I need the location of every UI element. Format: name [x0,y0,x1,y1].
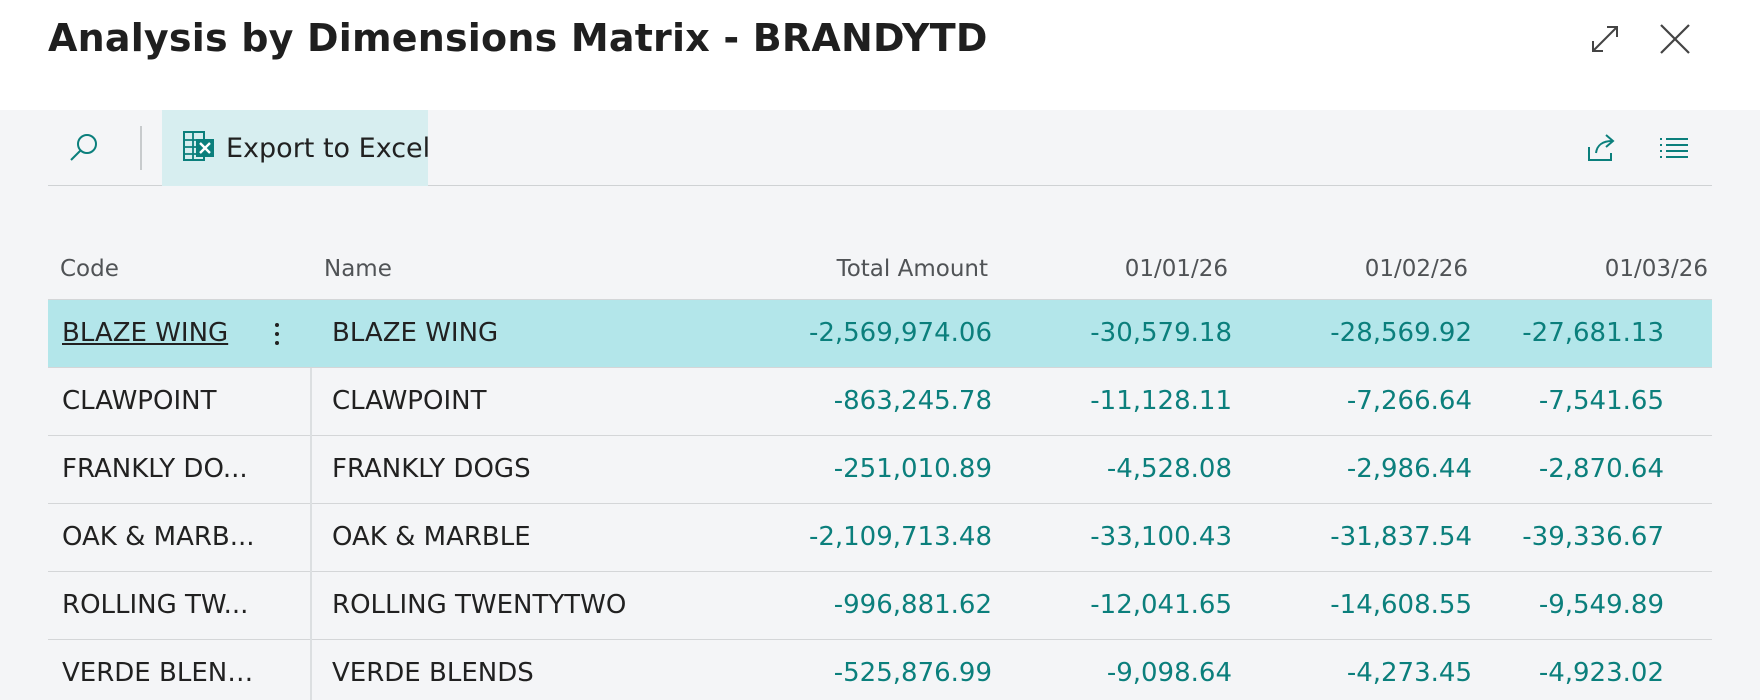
row-period-3-amount[interactable]: -2,870.64 [1538,454,1664,484]
column-header-code[interactable]: Code [60,256,119,282]
toolbar-divider [140,126,142,170]
export-to-excel-button[interactable]: Export to Excel [162,110,431,186]
row-period-3-amount[interactable]: -39,336.67 [1522,522,1664,552]
row-name: OAK & MARBLE [332,522,531,552]
row-period-3-amount[interactable]: -4,923.02 [1538,658,1664,688]
row-period-1-amount[interactable]: -9,098.64 [1106,658,1232,688]
row-period-3-amount[interactable]: -7,541.65 [1538,386,1664,416]
table-row[interactable]: CLAWPOINT CLAWPOINT -863,245.78 -11,128.… [48,368,1712,436]
title-bar: Analysis by Dimensions Matrix - BRANDYTD [0,0,1760,110]
row-total-amount[interactable]: -251,010.89 [833,454,992,484]
column-header-total-amount[interactable]: Total Amount [836,256,988,282]
table-row[interactable]: BLAZE WING BLAZE WING -2,569,974.06 -30,… [48,300,1712,368]
expand-icon[interactable] [1584,18,1626,60]
action-bar: Export to Excel [48,110,1712,186]
export-to-excel-label: Export to Excel [226,132,431,164]
row-period-2-amount[interactable]: -28,569.92 [1330,318,1472,348]
row-code[interactable]: OAK & MARB... [62,522,255,552]
row-period-3-amount[interactable]: -9,549.89 [1538,590,1664,620]
close-icon[interactable] [1654,18,1696,60]
row-name: ROLLING TWENTYTWO [332,590,627,620]
column-header-name[interactable]: Name [324,256,392,282]
column-separator [310,436,312,504]
row-name: FRANKLY DOGS [332,454,531,484]
matrix-table: Code Name Total Amount 01/01/26 01/02/26… [48,236,1712,700]
column-separator [310,504,312,572]
excel-export-icon [182,129,216,167]
row-period-1-amount[interactable]: -12,041.65 [1090,590,1232,620]
row-name: BLAZE WING [332,318,499,348]
row-name: CLAWPOINT [332,386,487,416]
row-total-amount[interactable]: -525,876.99 [833,658,992,688]
row-period-1-amount[interactable]: -11,128.11 [1090,386,1232,416]
row-total-amount[interactable]: -996,881.62 [833,590,992,620]
row-period-2-amount[interactable]: -14,608.55 [1330,590,1472,620]
row-period-1-amount[interactable]: -30,579.18 [1090,318,1232,348]
table-row[interactable]: OAK & MARB... OAK & MARBLE -2,109,713.48… [48,504,1712,572]
search-icon[interactable] [62,126,106,170]
row-period-2-amount[interactable]: -2,986.44 [1346,454,1472,484]
row-period-3-amount[interactable]: -27,681.13 [1522,318,1664,348]
row-period-1-amount[interactable]: -33,100.43 [1090,522,1232,552]
row-total-amount[interactable]: -2,569,974.06 [808,318,992,348]
column-separator [310,368,312,436]
row-name: VERDE BLENDS [332,658,534,688]
table-header: Code Name Total Amount 01/01/26 01/02/26… [48,236,1712,300]
row-period-2-amount[interactable]: -4,273.45 [1346,658,1472,688]
column-separator [310,572,312,640]
column-separator [310,640,312,700]
content-area: Export to Excel Code [0,110,1760,700]
share-icon[interactable] [1580,126,1624,170]
column-header-period-2[interactable]: 01/02/26 [1364,256,1468,282]
table-row[interactable]: VERDE BLENDS VERDE BLENDS -525,876.99 -9… [48,640,1712,700]
table-row[interactable]: ROLLING TW... ROLLING TWENTYTWO -996,881… [48,572,1712,640]
row-code-link[interactable]: BLAZE WING [62,318,229,348]
column-header-period-1[interactable]: 01/01/26 [1124,256,1228,282]
row-code[interactable]: FRANKLY DO... [62,454,248,484]
list-view-icon[interactable] [1652,126,1696,170]
row-code[interactable]: VERDE BLENDS [62,658,258,688]
row-period-2-amount[interactable]: -7,266.64 [1346,386,1472,416]
column-header-period-3[interactable]: 01/03/26 [1604,256,1708,282]
row-period-2-amount[interactable]: -31,837.54 [1330,522,1472,552]
row-code[interactable]: ROLLING TW... [62,590,249,620]
row-total-amount[interactable]: -2,109,713.48 [808,522,992,552]
row-code[interactable]: CLAWPOINT [62,386,217,416]
page-title: Analysis by Dimensions Matrix - BRANDYTD [48,16,988,60]
row-actions-menu-icon[interactable] [266,314,288,354]
row-total-amount[interactable]: -863,245.78 [833,386,992,416]
table-row[interactable]: FRANKLY DO... FRANKLY DOGS -251,010.89 -… [48,436,1712,504]
row-period-1-amount[interactable]: -4,528.08 [1106,454,1232,484]
